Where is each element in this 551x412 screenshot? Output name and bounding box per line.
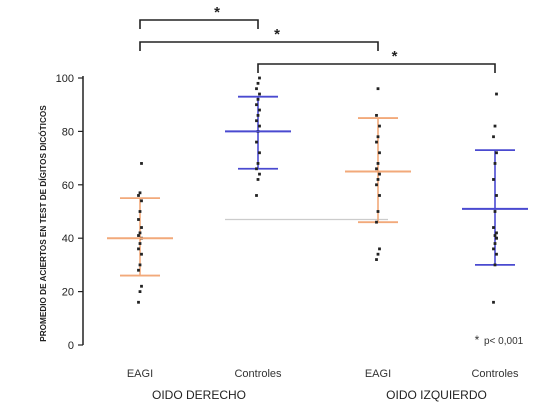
y-tick-label: 0 bbox=[68, 340, 74, 352]
data-point bbox=[137, 218, 140, 221]
data-point bbox=[493, 263, 497, 267]
data-point bbox=[255, 87, 258, 91]
data-point bbox=[140, 162, 143, 165]
data-point bbox=[495, 151, 498, 155]
x-tick-label: EAGI bbox=[127, 368, 153, 380]
data-point bbox=[495, 92, 498, 96]
data-point bbox=[255, 119, 258, 123]
data-point bbox=[138, 263, 142, 267]
data-point bbox=[255, 103, 258, 107]
data-point bbox=[493, 242, 497, 245]
data-point bbox=[492, 300, 495, 304]
data-point bbox=[140, 284, 143, 288]
data-point bbox=[378, 194, 381, 197]
data-point bbox=[378, 124, 381, 128]
data-point bbox=[138, 210, 142, 213]
y-tick-label: 40 bbox=[62, 233, 74, 245]
data-point bbox=[378, 172, 381, 176]
data-point bbox=[492, 135, 495, 139]
data-point bbox=[138, 231, 142, 235]
data-point bbox=[378, 247, 381, 251]
data-point bbox=[493, 210, 497, 213]
data-point bbox=[256, 178, 260, 181]
data-point bbox=[255, 140, 258, 144]
data-point bbox=[495, 231, 498, 235]
data-point bbox=[376, 135, 380, 139]
data-point bbox=[255, 167, 258, 171]
data-point bbox=[376, 252, 380, 256]
data-point bbox=[375, 167, 378, 171]
data-point bbox=[137, 247, 140, 251]
data-point bbox=[138, 191, 142, 195]
data-point bbox=[137, 194, 140, 197]
data-point bbox=[137, 268, 140, 272]
data-point bbox=[138, 242, 142, 245]
data-point bbox=[256, 81, 260, 85]
data-point bbox=[255, 194, 258, 197]
data-point bbox=[137, 300, 140, 304]
significance-star: * bbox=[214, 4, 220, 21]
data-point bbox=[492, 178, 495, 181]
x-group-label: OIDO DERECHO bbox=[152, 388, 246, 402]
y-axis-title: PROMEDIO DE ACIERTOS EN TEST DE DÍGITOS … bbox=[37, 105, 48, 342]
data-point bbox=[258, 92, 261, 96]
data-point bbox=[256, 162, 260, 165]
y-tick-label: 80 bbox=[62, 126, 74, 138]
data-point bbox=[378, 151, 381, 155]
x-tick-label: Controles bbox=[471, 368, 519, 380]
data-point bbox=[256, 97, 260, 101]
significance-bracket bbox=[139, 41, 379, 51]
significance-bracket bbox=[139, 19, 259, 29]
y-tick-label: 100 bbox=[56, 73, 74, 85]
data-point bbox=[137, 234, 140, 237]
data-point bbox=[493, 124, 497, 128]
data-point bbox=[258, 124, 261, 128]
data-point bbox=[375, 220, 378, 224]
data-point bbox=[376, 178, 380, 181]
data-point bbox=[492, 247, 495, 251]
data-point bbox=[258, 151, 261, 155]
data-point bbox=[256, 113, 260, 117]
data-point bbox=[375, 183, 378, 187]
data-point bbox=[140, 252, 143, 256]
y-tick-label: 20 bbox=[62, 287, 74, 299]
y-tick-label: 60 bbox=[62, 180, 74, 192]
significance-bracket bbox=[257, 63, 496, 73]
data-point bbox=[375, 113, 378, 117]
data-point bbox=[495, 194, 498, 197]
data-point bbox=[258, 172, 261, 176]
data-point bbox=[492, 226, 495, 229]
significance-star: * bbox=[274, 26, 280, 43]
x-group-label: OIDO IZQUIERDO bbox=[386, 388, 487, 402]
x-tick-label: Controles bbox=[234, 368, 282, 380]
annotation-marker: * bbox=[475, 333, 480, 347]
data-point bbox=[493, 162, 497, 165]
data-point bbox=[493, 234, 497, 237]
data-point bbox=[140, 226, 143, 229]
annotation-text: p< 0,001 bbox=[484, 336, 524, 347]
data-point bbox=[258, 108, 261, 112]
data-point bbox=[258, 76, 261, 80]
data-point bbox=[495, 236, 498, 240]
data-point bbox=[376, 210, 380, 213]
data-point bbox=[140, 199, 143, 203]
data-point bbox=[376, 87, 380, 91]
data-point bbox=[138, 290, 142, 293]
data-point bbox=[375, 258, 378, 261]
x-tick-label: EAGI bbox=[365, 368, 391, 380]
significance-star: * bbox=[392, 48, 398, 65]
data-point bbox=[495, 252, 498, 256]
data-point bbox=[376, 162, 380, 165]
data-point bbox=[375, 140, 378, 144]
